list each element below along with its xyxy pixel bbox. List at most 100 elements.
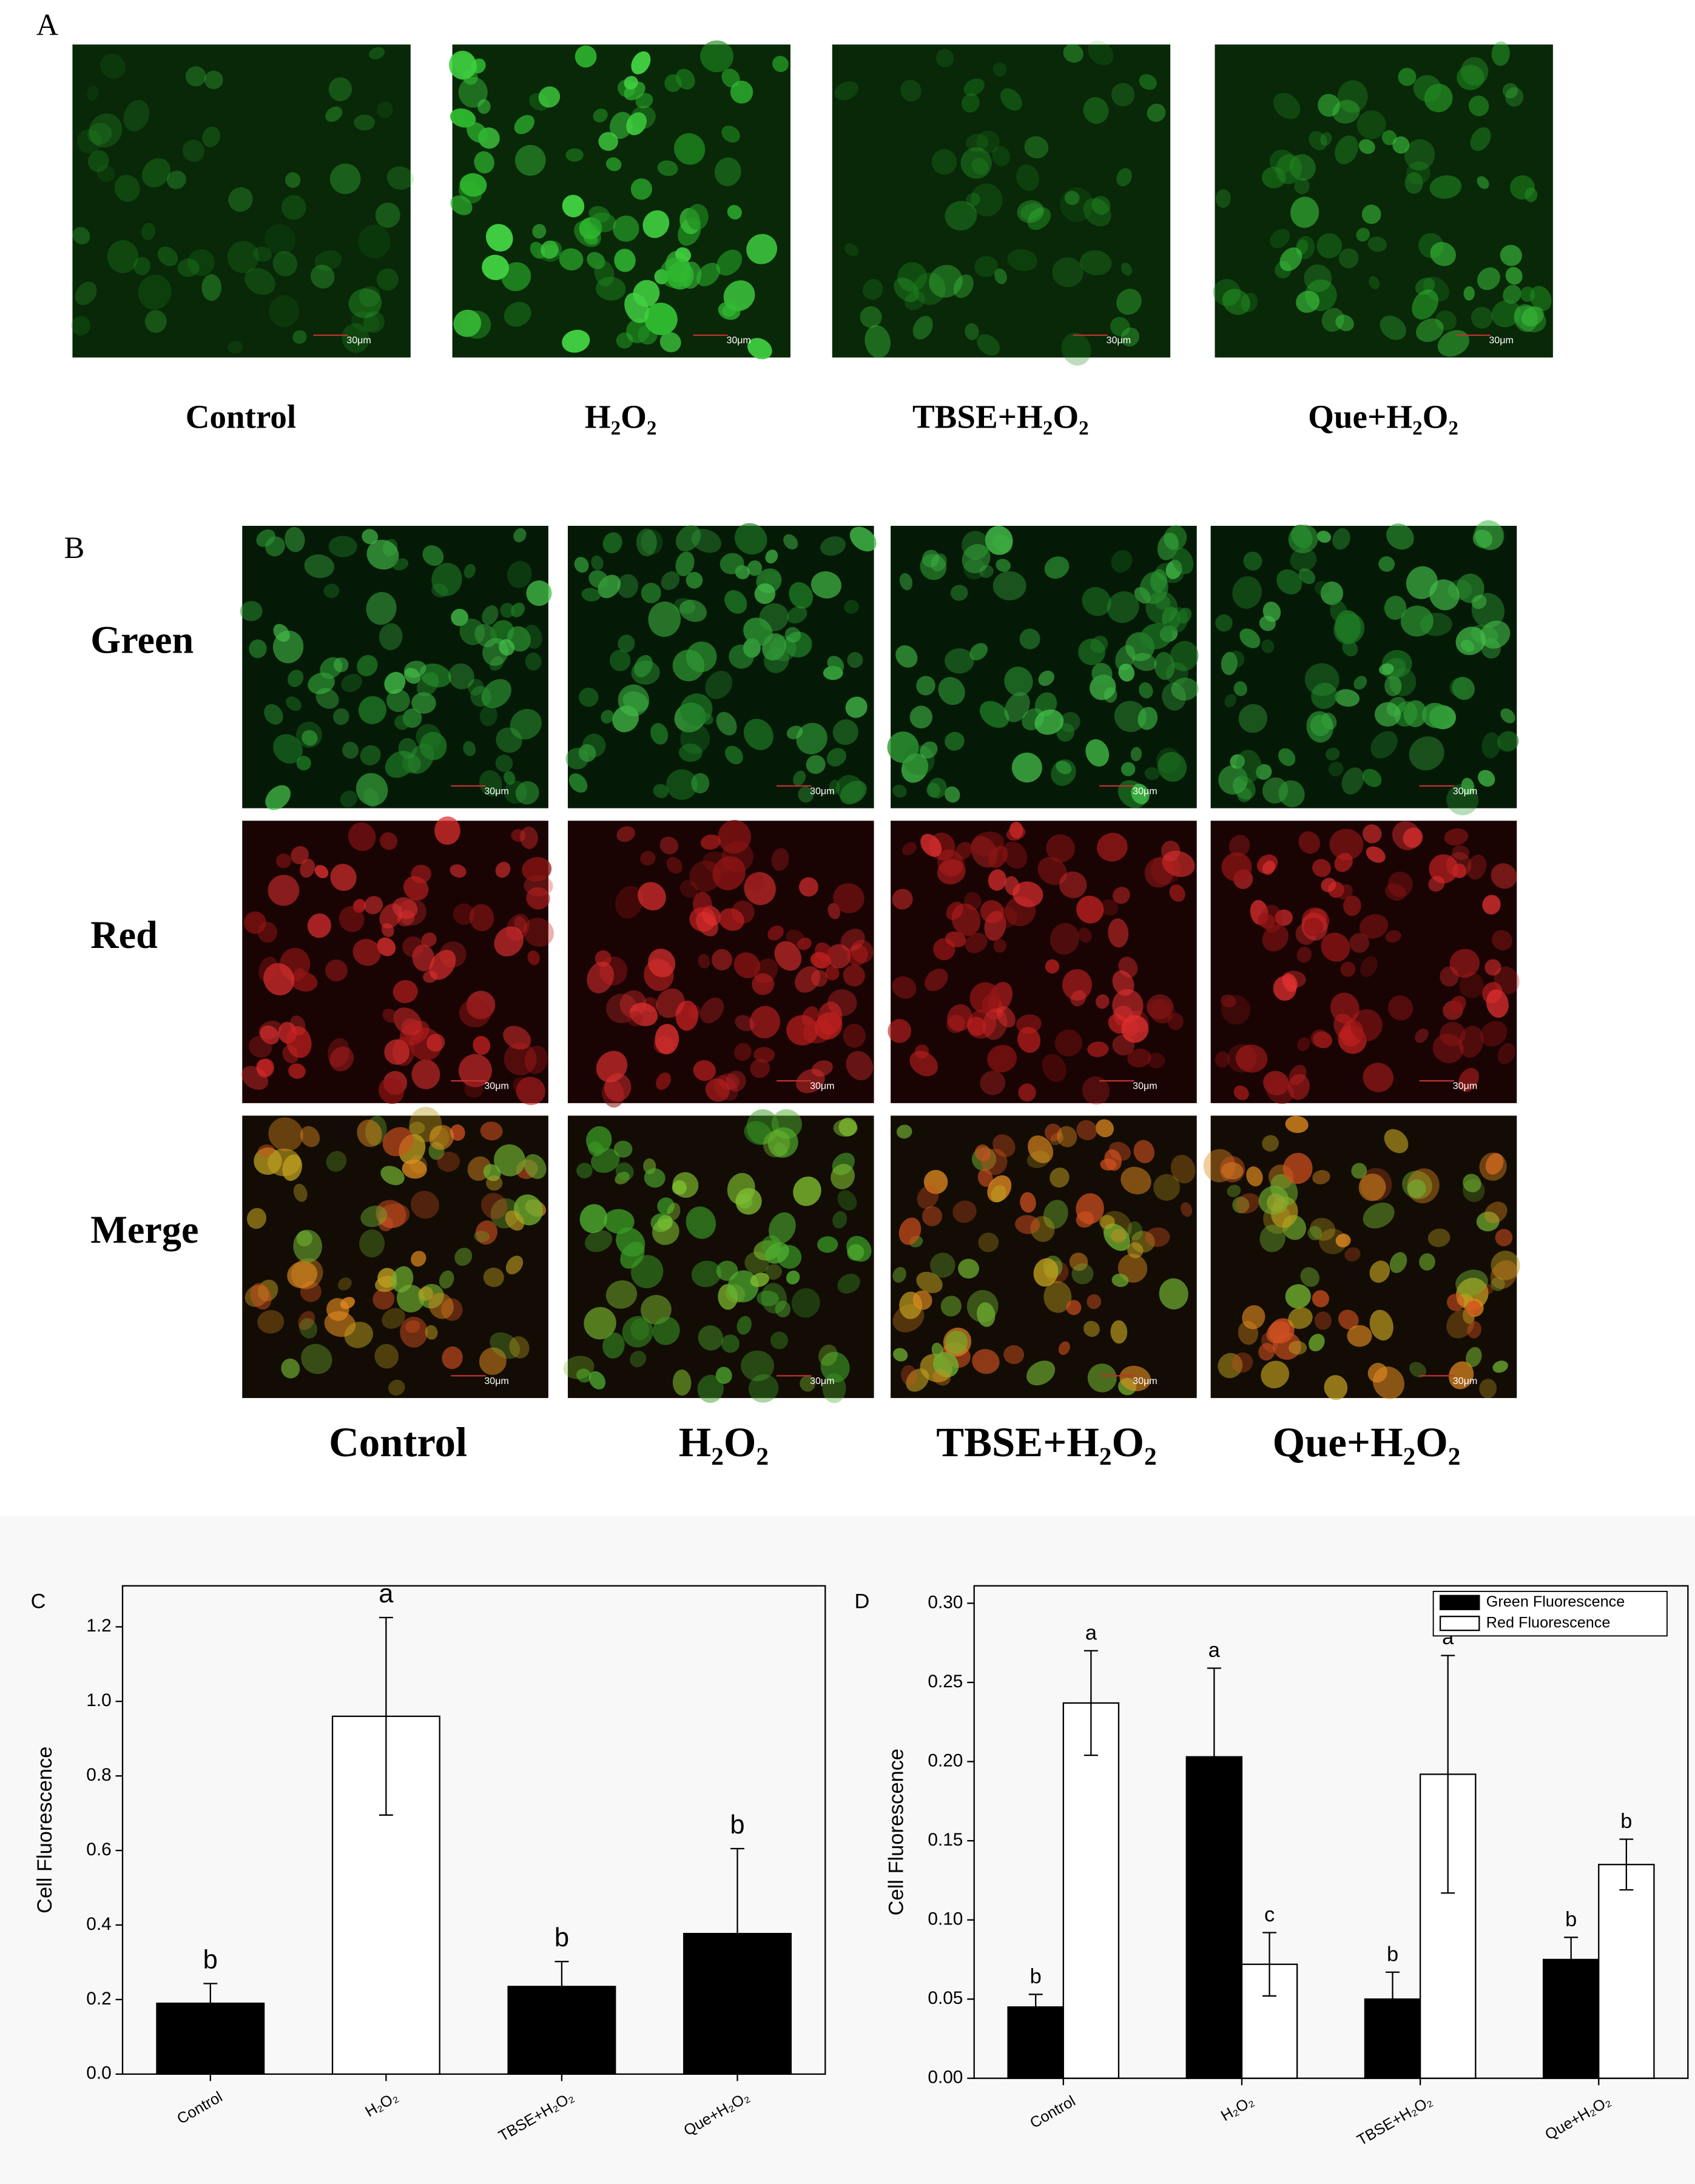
micrograph: 30μm bbox=[241, 816, 554, 1105]
cell bbox=[640, 851, 656, 865]
cell bbox=[602, 1332, 625, 1359]
cell bbox=[963, 558, 986, 580]
cell bbox=[1500, 708, 1515, 724]
cell bbox=[1321, 307, 1344, 332]
cell bbox=[724, 590, 747, 614]
cell bbox=[952, 1200, 977, 1223]
cell bbox=[786, 725, 803, 739]
cell bbox=[1007, 249, 1038, 272]
cell bbox=[912, 1290, 932, 1310]
cell bbox=[463, 563, 476, 579]
cell bbox=[426, 1033, 445, 1052]
cell bbox=[820, 536, 846, 556]
cell bbox=[667, 1203, 681, 1221]
cell bbox=[1449, 995, 1466, 1013]
cell bbox=[930, 1252, 955, 1278]
micrograph: 30μm bbox=[567, 819, 874, 1108]
cell bbox=[509, 1336, 530, 1359]
cell bbox=[1312, 1170, 1330, 1184]
cell bbox=[363, 311, 385, 333]
cell bbox=[442, 1346, 463, 1369]
scale-bar-label: 30μm bbox=[810, 1376, 834, 1386]
cell bbox=[287, 1261, 318, 1288]
cell bbox=[763, 1129, 790, 1158]
panel-label: D bbox=[854, 1590, 869, 1613]
cell bbox=[257, 1058, 274, 1078]
cell bbox=[1114, 701, 1147, 733]
cell bbox=[559, 248, 584, 270]
cell bbox=[1063, 44, 1083, 63]
cell bbox=[1095, 1119, 1114, 1138]
cell bbox=[1079, 250, 1112, 275]
cell bbox=[1019, 628, 1040, 650]
cell bbox=[1144, 857, 1174, 888]
cell bbox=[1485, 1153, 1504, 1175]
cell bbox=[1087, 1363, 1117, 1393]
cell bbox=[1000, 88, 1022, 111]
cell bbox=[988, 845, 1008, 869]
cell bbox=[675, 525, 701, 552]
cell bbox=[1147, 999, 1172, 1024]
cell bbox=[898, 1217, 922, 1245]
cell bbox=[1380, 315, 1406, 340]
cell bbox=[157, 246, 178, 266]
scale-bar-label: 30μm bbox=[1133, 785, 1157, 796]
cell bbox=[666, 856, 682, 874]
cell bbox=[767, 926, 784, 941]
cell bbox=[972, 1349, 1000, 1374]
cell bbox=[584, 1230, 613, 1252]
cell bbox=[459, 618, 485, 645]
cell bbox=[1159, 1278, 1188, 1309]
cell bbox=[1363, 1202, 1395, 1229]
cell bbox=[1242, 1305, 1265, 1329]
cell bbox=[1407, 1179, 1426, 1198]
cell bbox=[379, 1077, 405, 1104]
cell bbox=[1111, 1228, 1127, 1243]
cell bbox=[616, 332, 633, 349]
cell bbox=[1276, 569, 1302, 595]
cell bbox=[1386, 523, 1414, 550]
cell bbox=[1495, 1229, 1513, 1246]
cell bbox=[1221, 1162, 1244, 1180]
cell bbox=[630, 1351, 647, 1368]
cell bbox=[1087, 1294, 1102, 1309]
y-tick-label: 1.0 bbox=[86, 1690, 111, 1710]
cell bbox=[1145, 1227, 1170, 1247]
cell bbox=[627, 1011, 643, 1027]
cell bbox=[659, 836, 679, 855]
cell bbox=[454, 1248, 473, 1266]
column-label: Control bbox=[329, 1419, 467, 1465]
cell bbox=[325, 106, 343, 123]
cell bbox=[360, 745, 381, 766]
cell bbox=[526, 580, 552, 606]
cell bbox=[1130, 747, 1142, 762]
cell bbox=[1139, 74, 1157, 90]
cell bbox=[981, 1148, 1008, 1175]
cell bbox=[931, 553, 947, 572]
cell bbox=[932, 1352, 959, 1377]
cell bbox=[1490, 1260, 1518, 1289]
cell bbox=[721, 126, 740, 143]
cell bbox=[793, 1176, 821, 1206]
cell bbox=[1521, 306, 1544, 327]
cell bbox=[273, 734, 303, 764]
cell bbox=[674, 598, 696, 614]
cell bbox=[483, 1268, 504, 1288]
cell bbox=[1238, 704, 1268, 733]
cell bbox=[1171, 677, 1199, 701]
cell bbox=[1154, 652, 1175, 680]
micrograph: 30μm bbox=[1210, 520, 1519, 816]
cell bbox=[1045, 959, 1060, 974]
cell bbox=[481, 1192, 508, 1219]
cell bbox=[382, 1308, 405, 1329]
cell bbox=[653, 784, 669, 798]
cell bbox=[241, 1066, 269, 1090]
cell bbox=[1347, 1325, 1372, 1347]
cell bbox=[300, 859, 315, 878]
cell bbox=[1139, 682, 1153, 699]
cell bbox=[641, 529, 663, 555]
cell bbox=[1353, 676, 1367, 690]
cell bbox=[650, 723, 669, 745]
cell bbox=[364, 896, 383, 915]
cell bbox=[410, 1191, 439, 1219]
